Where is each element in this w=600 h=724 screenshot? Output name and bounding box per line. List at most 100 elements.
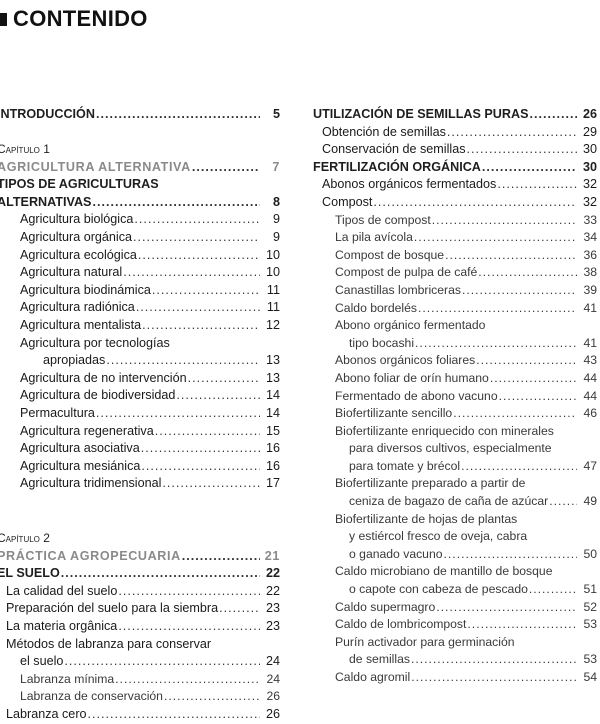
page-number: 14 [265,406,280,420]
toc-entry-agricultura-biodinamica[interactable]: Agricultura biodinámica 11 [0,282,280,300]
toc-entry-abonos-organicos-foliares[interactable]: Abonos orgánicos foliares 43 [313,352,597,370]
toc-line: o capote con cabeza de pescado 51 [313,581,597,599]
toc-entry-agricultura-regenerativa[interactable]: Agricultura regenerativa 15 [0,423,280,441]
toc-entry-agricultura-de-biodiversidad[interactable]: Agricultura de biodiversidad 14 [0,387,280,405]
page-number: 43 [583,353,597,368]
page-number: 11 [266,300,280,315]
toc-line: Caldo bordelés 41 [313,300,597,318]
toc-entry-abono-organico-fermentado[interactable]: Abono orgánico fermentado tipo bocashi 41 [313,317,597,352]
toc-entry-introduccion[interactable]: INTRODUCCIÓN 5 [0,106,280,124]
toc-line: Caldo agromil 54 [313,669,597,687]
toc-entry-la-calidad-del-suelo[interactable]: La calidad del suelo 22 [0,583,280,601]
toc-entry-caldo-supermagro[interactable]: Caldo supermagro 52 [313,599,597,617]
page-number: 9 [272,212,280,227]
toc-entry-obtencion-de-semillas[interactable]: Obtención de semillas 29 [313,124,597,142]
toc-entry-metodos-de-labranza-para-conservar[interactable]: Métodos de labranza para conservar el sue… [0,636,280,671]
toc-entry-caldo-microbiano-de-mantillo-de-bosque[interactable]: Caldo microbiano de mantillo de bosque o … [313,563,597,598]
toc-entry-text: Capítulo 1 [0,142,50,157]
toc-entry-caldo-de-lombricompost[interactable]: Caldo de lombricompost 53 [313,616,597,634]
toc-line: Agricultura biodinámica 11 [0,282,280,300]
toc-entry-text: Conservación de semillas [322,142,466,157]
toc-entry-agricultura-de-no-intervencion[interactable]: Agricultura de no intervención 13 [0,370,280,388]
dot-leader [182,548,260,566]
toc-entry-agricultura-alternativa[interactable]: AGRICULTURA ALTERNATIVA 7 [0,159,280,177]
toc-line: para tomate y brécol 47 [313,458,597,476]
page-number: 51 [583,582,597,597]
page-number: 11 [266,282,280,297]
toc-entry-agricultura-tridimensional[interactable]: Agricultura tridimensional 17 [0,475,280,493]
toc-entry-preparacion-del-suelo-para-la-siembra[interactable]: Preparación del suelo para la siembra 23 [0,600,280,618]
toc-entry-la-pila-avicola[interactable]: La pila avícola 34 [313,229,597,247]
dot-leader [497,176,577,194]
toc-entry-labranza-cero[interactable]: Labranza cero 26 [0,706,280,724]
toc-entry-agricultura-organica[interactable]: Agricultura orgánica 9 [0,229,280,247]
toc-entry-fermentado-de-abono-vacuno[interactable]: Fermentado de abono vacuno 44 [313,388,597,406]
page-number: 15 [265,423,280,438]
toc-line: Agricultura ecológica 10 [0,247,280,265]
dot-leader [444,546,577,564]
page-number: 30 [582,159,597,174]
toc-entry-text: Biofertilizante de hojas de plantas [335,511,518,526]
toc-entry-biofertilizante-sencillo[interactable]: Biofertilizante sencillo 46 [313,405,597,423]
toc-line: Purín activador para germinación [313,634,597,652]
page-number: 26 [265,706,280,721]
toc-entry-conservacion-de-semillas[interactable]: Conservación de semillas 30 [313,141,597,159]
page-number: 16 [265,458,280,473]
toc-line: Agricultura de biodiversidad 14 [0,387,280,405]
toc-entry-agricultura-radionica[interactable]: Agricultura radiónica 11 [0,299,280,317]
page-number: 33 [583,212,597,227]
toc-entry-biofertilizante-enriquecido-con-minerale[interactable]: Biofertilizante enriquecido con minerale… [313,423,597,476]
dot-leader [414,229,577,247]
toc-line: Abono orgánico fermentado [313,317,597,335]
toc-entry-compost-de-bosque[interactable]: Compost de bosque 36 [313,247,597,265]
toc-entry-abonos-organicos-fermentados[interactable]: Abonos orgánicos fermentados 32 [313,176,597,194]
toc-entry-compost-de-pulpa-de-cafe[interactable]: Compost de pulpa de café 38 [313,264,597,282]
toc-entry-text: Labranza mínima [20,671,115,686]
toc-entry-text: La materia orgânica [6,618,118,633]
toc-entry-tipos-de-agriculturas[interactable]: TIPOS DE AGRICULTURAS ALTERNATIVAS 8 [0,176,280,211]
toc-entry-text: Biofertilizante sencillo [335,406,453,421]
toc-entry-utilizacion-de-semillas-puras[interactable]: UTILIZACIÓN DE SEMILLAS PURAS 26 [313,106,597,124]
toc-entry-agricultura-biologica[interactable]: Agricultura biológica 9 [0,211,280,229]
toc-entry-fertilizacion-organica[interactable]: FERTILIZACIÓN ORGÁNICA 30 [313,159,597,177]
toc-entry-permacultura[interactable]: Permacultura 14 [0,405,280,423]
toc-entry-agricultura-por-tecnologias[interactable]: Agricultura por tecnologías apropiadas 13 [0,335,280,370]
toc-entry-canastillas-lombriceras[interactable]: Canastillas lombriceras 39 [313,282,597,300]
toc-entry-caldo-agromil[interactable]: Caldo agromil 54 [313,669,597,687]
toc-entry-text: Abonos orgánicos foliares [335,353,476,368]
toc-entry-text: Caldo agromil [335,670,411,684]
toc-right-column: UTILIZACIÓN DE SEMILLAS PURAS 26 Obtención… [313,106,597,687]
toc-entry-practica-agropecuaria[interactable]: PRÁCTICA AGROPECUARIA 21 [0,548,280,566]
toc-entry-capitulo-2[interactable]: Capítulo 2 [0,530,280,548]
toc-entry-agricultura-natural[interactable]: Agricultura natural 10 [0,264,280,282]
toc-entry-labranza-de-conservacion[interactable]: Labranza de conservación 26 [0,688,280,706]
toc-entry-el-suelo[interactable]: EL SUELO 22 [0,565,280,583]
toc-entry-tipos-de-compost[interactable]: Tipos de compost 33 [313,212,597,230]
dot-leader [467,616,577,634]
dot-leader [490,370,577,388]
square-bullet-icon [0,12,7,26]
toc-entry-biofertilizante-preparado-a-partir-de[interactable]: Biofertilizante preparado a partir de cen… [313,475,597,510]
toc-entry-biofertilizante-de-hojas-de-plantas[interactable]: Biofertilizante de hojas de plantas y est… [313,511,597,564]
toc-entry-text: Biofertilizante enriquecido con minerale… [335,423,554,438]
toc-line: Agricultura biológica 9 [0,211,280,229]
toc-entry-text: La calidad del suelo [6,583,118,598]
toc-line: Agricultura orgánica 9 [0,229,280,247]
toc-entry-agricultura-mentalista[interactable]: Agricultura mentalista 12 [0,317,280,335]
toc-entry-abono-foliar-de-orin-humano[interactable]: Abono foliar de orín humano 44 [313,370,597,388]
toc-entry-purin-activador-para-germinacion[interactable]: Purín activador para germinación de semil… [313,634,597,669]
toc-entry-labranza-minima[interactable]: Labranza mínima 24 [0,671,280,689]
dot-leader [478,264,577,282]
page-number: 5 [272,107,280,121]
toc-line: Agricultura natural 10 [0,264,280,282]
toc-line: PRÁCTICA AGROPECUARIA 21 [0,548,280,566]
dot-leader [176,387,260,405]
toc-entry-agricultura-ecologica[interactable]: Agricultura ecológica 10 [0,247,280,265]
toc-entry-agricultura-asociativa[interactable]: Agricultura asociativa 16 [0,440,280,458]
toc-entry-compost[interactable]: Compost 32 [313,194,597,212]
toc-entry-capitulo-1[interactable]: Capítulo 1 [0,141,280,159]
toc-entry-la-materia-organica[interactable]: La materia orgânica 23 [0,618,280,636]
toc-entry-caldo-bordeles[interactable]: Caldo bordelés 41 [313,300,597,318]
dot-leader [411,651,577,669]
toc-entry-agricultura-mesianica[interactable]: Agricultura mesiánica 16 [0,458,280,476]
